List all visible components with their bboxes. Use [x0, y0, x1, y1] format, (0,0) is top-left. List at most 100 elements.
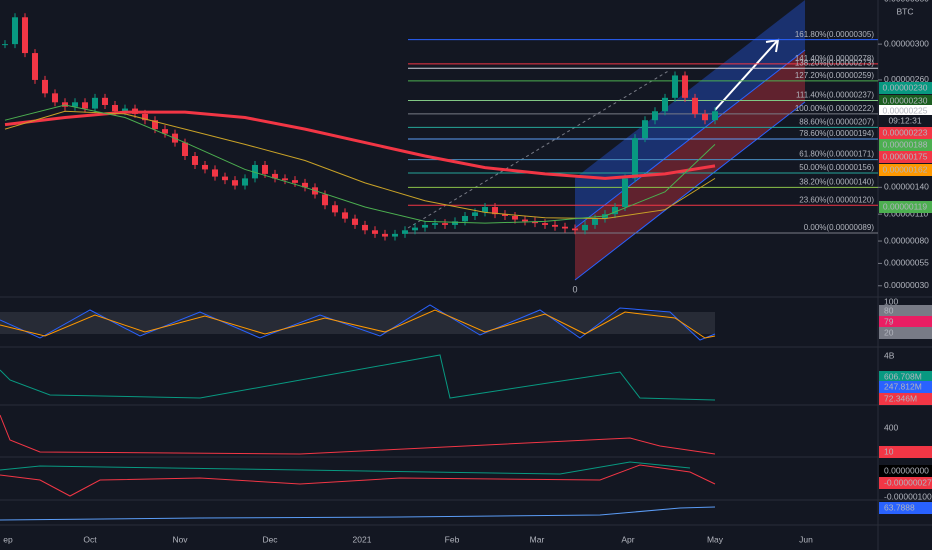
- channel-label: 0: [572, 284, 577, 294]
- price-badge: [879, 201, 932, 213]
- candle: [382, 233, 388, 237]
- candle: [142, 113, 148, 121]
- candle: [52, 93, 58, 103]
- price-badge-text: 0.00000223: [883, 127, 928, 137]
- fib-label: 23.60%(0.00000120): [799, 195, 874, 204]
- time-label: May: [707, 534, 724, 544]
- pane-badge: [879, 381, 932, 393]
- candle: [182, 142, 188, 157]
- candle: [542, 223, 548, 225]
- pane-label: 79: [884, 316, 894, 326]
- y-tick-label: 0.00000110: [884, 208, 929, 218]
- pane-badge: [879, 305, 932, 317]
- candle: [102, 97, 108, 105]
- price-badge-text: 0.00000162: [883, 164, 928, 174]
- candle: [252, 164, 258, 179]
- candle: [392, 233, 398, 237]
- price-badge-text: 0.00000225: [883, 105, 928, 115]
- candle: [112, 104, 118, 112]
- candle: [282, 178, 288, 181]
- pane-label: 4B: [884, 350, 895, 360]
- fib-label: 61.80%(0.00000171): [799, 150, 874, 159]
- candle: [352, 218, 358, 225]
- price-badge-text: 0.00000188: [883, 139, 928, 149]
- candle: [552, 224, 558, 227]
- candle: [632, 138, 638, 179]
- candle: [152, 120, 158, 130]
- fib-label: 0.00%(0.00000089): [804, 223, 875, 232]
- pane-label: -0.00000027: [884, 477, 932, 487]
- candle: [582, 224, 588, 231]
- time-label: Feb: [445, 534, 460, 544]
- pane-label: 100: [884, 296, 898, 306]
- candle: [592, 218, 598, 225]
- candle: [572, 228, 578, 231]
- candle: [342, 212, 348, 219]
- fib-label: 100.00%(0.00000222): [795, 104, 875, 113]
- candle: [522, 219, 528, 222]
- candle: [402, 230, 408, 234]
- candle: [262, 164, 268, 174]
- candle: [42, 79, 48, 94]
- pane-label: 80: [884, 305, 894, 315]
- fib-label: 127.20%(0.00000259): [795, 71, 875, 80]
- candle: [422, 224, 428, 228]
- y-tick-label: 0.00000300: [884, 38, 929, 48]
- price-badge-text: 0.00000175: [883, 151, 928, 161]
- candle: [672, 75, 678, 98]
- candle: [192, 156, 198, 165]
- moving-average: [4, 104, 716, 224]
- price-badge-text: 09:12:31: [888, 115, 921, 125]
- candle: [642, 120, 648, 139]
- candle: [12, 17, 18, 45]
- time-label: 2021: [353, 534, 372, 544]
- candle: [242, 178, 248, 186]
- candle: [2, 44, 8, 46]
- candle: [222, 176, 228, 181]
- pane-label: 72.346M: [884, 393, 917, 403]
- candle: [412, 227, 418, 231]
- fib-label: 161.80%(0.00000305): [795, 30, 875, 39]
- price-badge: [879, 105, 932, 117]
- candle: [612, 207, 618, 215]
- candle: [482, 207, 488, 213]
- y-tick-label: 0.00000080: [884, 235, 929, 245]
- candle: [532, 221, 538, 224]
- candle: [82, 102, 88, 109]
- candle: [32, 53, 38, 80]
- pane-badge: [879, 465, 932, 477]
- pane-badge: [879, 316, 932, 328]
- candle: [122, 108, 128, 112]
- price-badge-text: 0.00000230: [883, 95, 928, 105]
- pane-badge: [879, 371, 932, 383]
- candle: [292, 180, 298, 183]
- symbol: BTC: [897, 6, 914, 16]
- candle: [692, 97, 698, 114]
- candle: [322, 194, 328, 206]
- y-tick-label: 0.00000260: [884, 74, 929, 84]
- pane-badge: [879, 393, 932, 405]
- candle: [92, 97, 98, 109]
- time-label: ep: [3, 534, 13, 544]
- candle: [652, 111, 658, 121]
- pane-badge: [879, 327, 932, 339]
- time-label: Nov: [172, 534, 188, 544]
- fib-label: 50.00%(0.00000156): [799, 163, 874, 172]
- y-tick-label: 0.00000055: [884, 258, 929, 268]
- price-badge-text: 0.00000230: [883, 82, 928, 92]
- price-badge: [879, 115, 932, 127]
- fib-label: 88.60%(0.00000207): [799, 117, 874, 126]
- candle: [362, 224, 368, 231]
- candle: [232, 180, 238, 186]
- price-badge: [879, 127, 932, 139]
- candle: [462, 215, 468, 222]
- pane-label: 247.812M: [884, 381, 922, 391]
- indicators: [0, 304, 716, 521]
- time-label: Mar: [530, 534, 545, 544]
- candle: [702, 113, 708, 121]
- fib-label: 38.20%(0.00000140): [799, 177, 874, 186]
- fib-label: 141.40%(0.00000278): [795, 54, 875, 63]
- price-badge: [879, 139, 932, 151]
- fib-label: 138.20%(0.00000273): [795, 58, 875, 67]
